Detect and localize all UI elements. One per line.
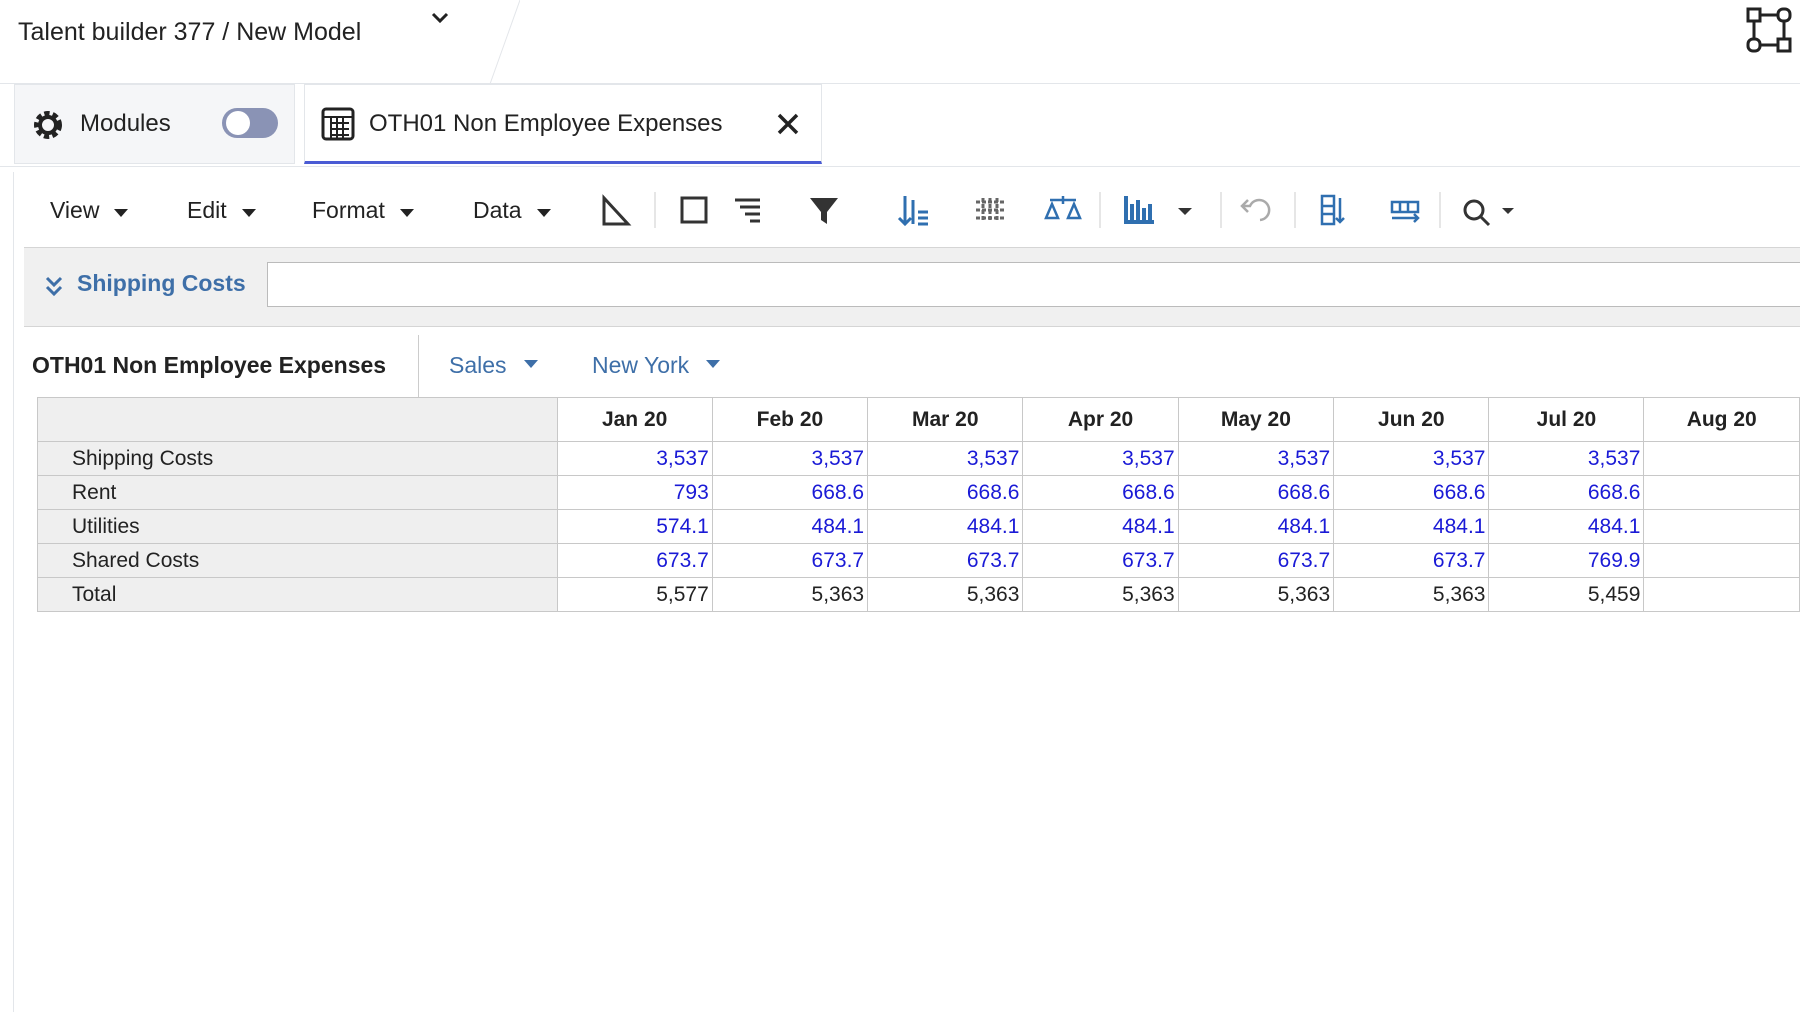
close-tab[interactable] (775, 111, 801, 137)
network-icon[interactable] (1745, 6, 1795, 56)
dropdown-caret[interactable] (113, 207, 129, 219)
gear-icon (34, 111, 62, 139)
cell[interactable]: 3,537 (1333, 441, 1490, 476)
header-row: Jan 20 Feb 20 Mar 20 Apr 20 May 20 Jun 20 Jul … (37, 397, 1800, 442)
cell[interactable]: 673.7 (1022, 543, 1179, 578)
cell[interactable]: 5,363 (711, 577, 869, 612)
dropdown-caret[interactable] (241, 207, 257, 219)
cell[interactable]: 769.9 (1488, 543, 1645, 578)
filter-input[interactable] (267, 262, 1800, 307)
grid-icon (321, 107, 355, 141)
cell[interactable]: 668.6 (1488, 475, 1645, 510)
cell[interactable]: 3,537 (1488, 441, 1645, 476)
column-header: Aug 20 (1643, 397, 1800, 442)
collapse-icon[interactable] (44, 274, 66, 298)
cell[interactable]: 673.7 (1177, 543, 1335, 578)
cell[interactable]: 668.6 (1022, 475, 1179, 510)
cell[interactable]: 673.7 (711, 543, 869, 578)
cell[interactable]: 484.1 (867, 509, 1024, 544)
toolbar-icons (602, 192, 1514, 228)
toolbar-menu[interactable]: Format (312, 197, 385, 223)
cell[interactable]: 484.1 (1333, 509, 1490, 544)
cell[interactable]: 3,537 (867, 441, 1024, 476)
page-selector[interactable]: New York (592, 352, 690, 378)
cell[interactable]: 668.6 (711, 475, 869, 510)
page-selector[interactable]: Sales (449, 352, 507, 378)
column-header: Jan 20 (556, 397, 713, 442)
row-label: Shipping Costs (37, 441, 558, 476)
filter-label[interactable]: Shipping Costs (77, 270, 246, 296)
cell[interactable] (1643, 509, 1800, 544)
active-tab-label[interactable]: OTH01 Non Employee Expenses (369, 110, 723, 137)
cell[interactable]: 5,363 (1333, 577, 1490, 612)
dropdown-caret[interactable] (705, 358, 721, 370)
cell[interactable]: 673.7 (867, 543, 1024, 578)
column-header: May 20 (1177, 397, 1335, 442)
grid-row: Rent 793 668.6 668.6 668.6 668.6 668.6 668.6 (37, 475, 1800, 510)
row-label: Shared Costs (37, 543, 558, 578)
top-bar (0, 0, 1800, 84)
cell[interactable]: 673.7 (1333, 543, 1490, 578)
grid-row: Shipping Costs 3,537 3,537 3,537 3,537 3,537 3… (37, 441, 1800, 476)
cell[interactable] (1643, 577, 1800, 612)
column-header: Mar 20 (867, 397, 1024, 442)
cell[interactable]: 668.6 (1177, 475, 1335, 510)
column-header: Feb 20 (711, 397, 869, 442)
model-title[interactable]: Talent builder 377 / New Model (18, 18, 362, 46)
cell[interactable]: 5,363 (1177, 577, 1335, 612)
cell[interactable]: 673.7 (556, 543, 713, 578)
cell[interactable]: 5,363 (1022, 577, 1179, 612)
cell[interactable]: 574.1 (556, 509, 713, 544)
dropdown-caret[interactable] (399, 207, 415, 219)
modules-label[interactable]: Modules (80, 110, 171, 137)
grid-row: Shared Costs 673.7 673.7 673.7 673.7 673.7 673… (37, 543, 1800, 578)
cell[interactable]: 668.6 (867, 475, 1024, 510)
dropdown-caret[interactable] (536, 207, 552, 219)
title-chevron[interactable] (430, 8, 460, 32)
cell[interactable]: 484.1 (711, 509, 869, 544)
left-edge (13, 172, 14, 1012)
toolbar-menu[interactable]: Edit (187, 197, 227, 223)
cell[interactable] (1643, 475, 1800, 510)
row-label: Rent (37, 475, 558, 510)
cell[interactable]: 3,537 (1022, 441, 1179, 476)
toolbar-menu[interactable]: View (50, 197, 100, 223)
cell[interactable]: 484.1 (1022, 509, 1179, 544)
cell[interactable]: 5,577 (556, 577, 713, 612)
modules-toggle[interactable] (221, 107, 279, 139)
divider (418, 335, 419, 397)
active-tab[interactable] (304, 84, 822, 164)
cell[interactable]: 484.1 (1488, 509, 1645, 544)
cell[interactable]: 3,537 (1177, 441, 1335, 476)
cell[interactable]: 3,537 (556, 441, 713, 476)
cell[interactable] (1643, 441, 1800, 476)
row-label: Utilities (37, 509, 558, 544)
tabs-row (0, 84, 1800, 167)
column-header: Jul 20 (1488, 397, 1645, 442)
divider (489, 0, 520, 84)
cell[interactable] (1643, 543, 1800, 578)
row-label: Total (37, 577, 558, 612)
toolbar-menu[interactable]: Data (473, 197, 522, 223)
cell[interactable]: 3,537 (711, 441, 869, 476)
column-header: Jun 20 (1333, 397, 1490, 442)
cell[interactable]: 5,459 (1488, 577, 1645, 612)
column-header: Apr 20 (1022, 397, 1179, 442)
corner-cell (37, 397, 558, 442)
dropdown-caret[interactable] (523, 358, 539, 370)
grid-row: Utilities 574.1 484.1 484.1 484.1 484.1 484.1 4… (37, 509, 1800, 544)
grid-title: OTH01 Non Employee Expenses (32, 352, 387, 378)
cell[interactable]: 484.1 (1177, 509, 1335, 544)
grid-row: Total 5,577 5,363 5,363 5,363 5,363 5,363 5,459 (37, 577, 1800, 612)
cell[interactable]: 5,363 (867, 577, 1024, 612)
data-grid: Jan 20 Feb 20 Mar 20 Apr 20 May 20 Jun 20 Jul … (37, 397, 1800, 612)
cell[interactable]: 668.6 (1333, 475, 1490, 510)
cell[interactable]: 793 (556, 475, 713, 510)
